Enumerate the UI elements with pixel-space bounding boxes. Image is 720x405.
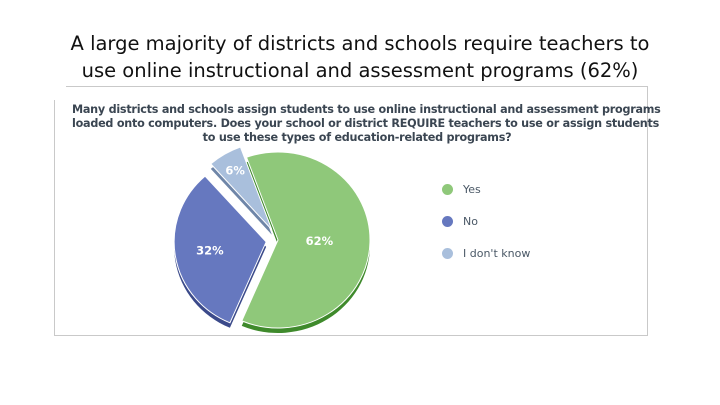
legend-swatch-dont-know — [442, 247, 453, 259]
chart-question-line-2: loaded onto computers. Does your school … — [72, 117, 659, 130]
chart-question-line-3: to use these types of education-related … — [202, 131, 512, 144]
pie-slice-dont-know — [210, 146, 273, 231]
legend-label-yes: Yes — [463, 182, 481, 196]
pie-label-yes: 62% — [306, 234, 334, 248]
pie-slice-no — [173, 175, 267, 324]
pie-label-dont-know: 6% — [225, 164, 245, 178]
slide-title-line-1: A large majority of districts and school… — [70, 32, 650, 55]
slide-title: A large majority of districts and school… — [60, 30, 660, 84]
legend-label-dont-know: I don't know — [463, 246, 531, 260]
legend-item-no: No — [442, 213, 478, 229]
legend-swatch-yes — [442, 183, 453, 195]
legend-swatch-no — [442, 215, 453, 227]
chart-question: Many districts and schools assign studen… — [72, 103, 661, 145]
pie-slice-yes — [241, 151, 371, 329]
legend-item-dont-know: I don't know — [442, 245, 530, 261]
legend-label-no: No — [463, 214, 478, 228]
frame-notch — [54, 86, 66, 100]
legend-item-yes: Yes — [442, 181, 481, 197]
slide-title-line-2: use online instructional and assessment … — [81, 59, 639, 82]
pie-label-no: 32% — [196, 244, 224, 258]
chart-question-line-1: Many districts and schools assign studen… — [72, 103, 661, 116]
